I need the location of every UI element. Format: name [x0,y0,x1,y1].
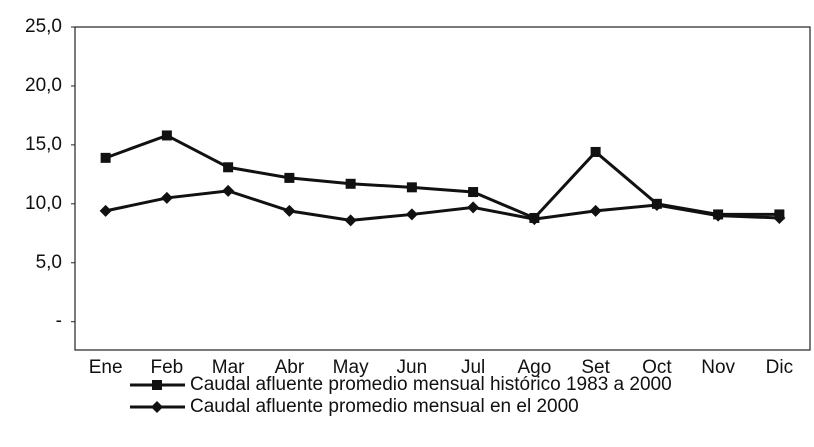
legend-label: Caudal afluente promedio mensual históri… [190,374,672,395]
x-tick-label: Abr [275,357,305,378]
point [589,204,602,217]
x-tick-label: Jun [397,357,428,378]
point [773,211,786,224]
point [99,204,112,217]
series-line [105,133,780,220]
y-tick-label: 5,0 [36,252,62,273]
point [160,191,173,204]
y-tick-label: - [56,311,62,332]
x-tick-label: Set [581,357,610,378]
point [161,130,172,141]
point [284,172,295,183]
point [223,162,234,173]
y-tick-label: 20,0 [25,75,62,96]
x-tick-label: Ene [89,357,123,378]
series-line [105,189,780,222]
legend-label: Caudal afluente promedio mensual en el 2… [190,396,579,417]
x-tick-label: Feb [151,357,184,378]
y-tick-label: 15,0 [25,134,62,155]
x-tick-label: Ago [517,357,551,378]
point [283,204,296,217]
point [467,201,480,214]
x-tick-label: May [333,357,369,378]
point [100,152,111,163]
point [345,178,356,189]
point [468,187,479,198]
y-tick-label: 25,0 [25,16,62,37]
point [405,208,418,221]
point [650,199,663,212]
point [712,209,725,222]
point [528,213,541,226]
x-tick-label: Dic [766,357,793,378]
point [151,401,163,413]
point [406,182,417,193]
point [590,146,601,157]
x-tick-label: Jul [461,357,485,378]
x-tick-label: Oct [642,357,672,378]
y-tick-label: 10,0 [25,193,62,214]
point [344,214,357,227]
x-tick-label: Mar [212,357,245,378]
point [152,380,162,390]
point [222,184,235,197]
plot-frame [74,26,811,351]
x-tick-label: Nov [701,357,735,378]
